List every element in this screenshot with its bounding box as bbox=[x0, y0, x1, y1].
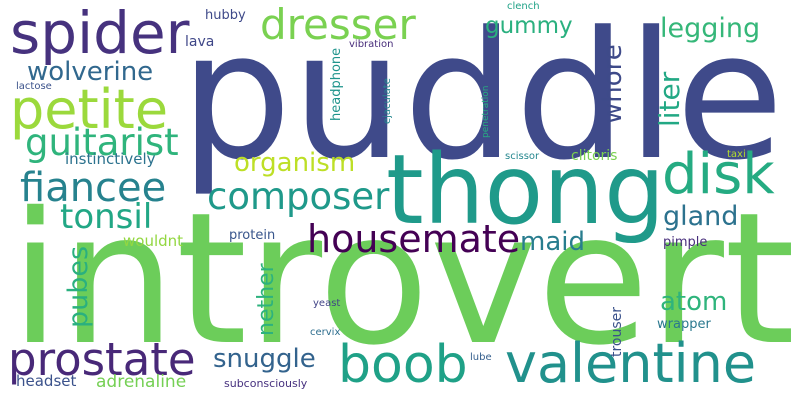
word-penetration: penetration bbox=[481, 85, 491, 138]
word-composer: composer bbox=[207, 175, 390, 218]
word-petite: petite bbox=[10, 78, 169, 141]
word-whore: whore bbox=[598, 44, 628, 124]
word-cervix: cervix bbox=[310, 327, 341, 338]
word-headphone: headphone bbox=[329, 47, 344, 121]
word-disk: disk bbox=[662, 142, 775, 207]
word-protein: protein bbox=[229, 228, 276, 243]
word-fiancee: fiancee bbox=[20, 165, 167, 211]
word-tonsil: tonsil bbox=[60, 197, 153, 237]
word-prostate: prostate bbox=[8, 333, 196, 386]
word-yeast: yeast bbox=[313, 298, 341, 309]
word-pimple: pimple bbox=[663, 235, 708, 250]
word-gummy: gummy bbox=[485, 13, 573, 39]
word-wrapper: wrapper bbox=[657, 317, 711, 332]
word-headset: headset bbox=[16, 372, 77, 390]
word-wouldnt: wouldnt bbox=[123, 232, 184, 250]
word-ejaculate: ejaculate bbox=[382, 78, 393, 124]
word-housemate: housemate bbox=[307, 217, 521, 261]
word-hubby: hubby bbox=[205, 8, 246, 23]
word-valentine: valentine bbox=[505, 332, 757, 395]
word-lava: lava bbox=[185, 34, 215, 50]
word-vibration: vibration bbox=[349, 39, 394, 50]
word-introvert: introvert bbox=[10, 173, 796, 385]
word-trouser: trouser bbox=[609, 306, 625, 357]
word-boob: boob bbox=[338, 335, 468, 395]
word-instinctively: instinctively bbox=[65, 150, 156, 168]
word-spider: spider bbox=[10, 0, 190, 67]
word-legging: legging bbox=[660, 13, 761, 44]
word-lube: lube bbox=[470, 352, 492, 363]
word-nether: nether bbox=[254, 263, 279, 336]
word-atom: atom bbox=[660, 287, 728, 317]
word-guitarist: guitarist bbox=[25, 121, 179, 164]
word-snuggle: snuggle bbox=[213, 344, 316, 374]
word-pubes: pubes bbox=[63, 245, 94, 328]
word-scissor: scissor bbox=[505, 151, 540, 162]
word-wolverine: wolverine bbox=[27, 57, 154, 87]
word-maid: maid bbox=[520, 227, 585, 257]
word-clench: clench bbox=[507, 1, 540, 12]
word-lactose: lactose bbox=[16, 81, 52, 92]
word-dresser: dresser bbox=[260, 0, 416, 49]
word-subconsciously: subconsciously bbox=[224, 377, 308, 390]
word-liter: liter bbox=[653, 71, 686, 127]
word-gland: gland bbox=[663, 201, 739, 232]
word-thong: thong bbox=[386, 134, 665, 246]
word-organism: organism bbox=[234, 148, 356, 178]
word-puddle: puddle bbox=[180, 0, 784, 199]
word-clitoris: clitoris bbox=[571, 148, 618, 164]
word-adrenaline: adrenaline bbox=[96, 372, 187, 392]
word-taxi: taxi bbox=[727, 149, 746, 160]
